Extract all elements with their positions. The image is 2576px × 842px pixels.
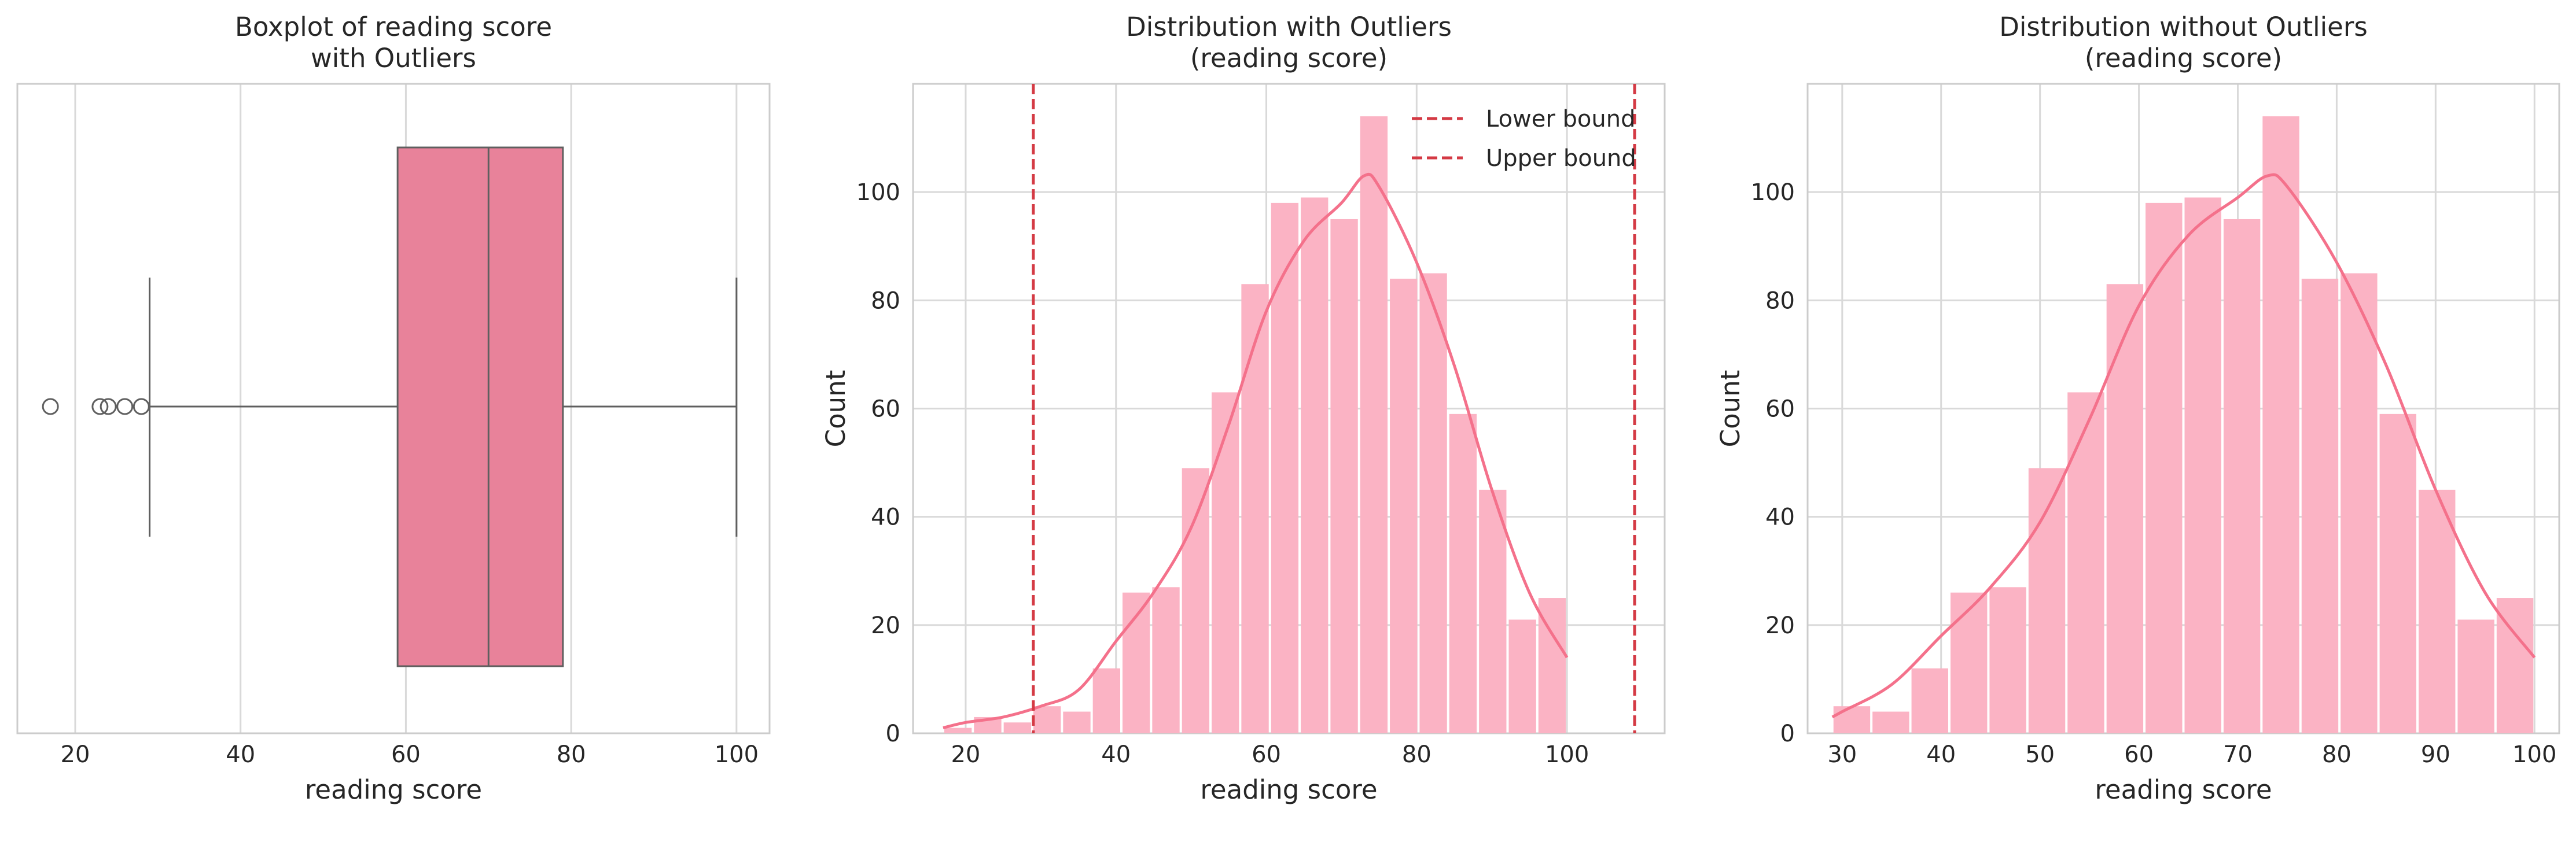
outlier-point <box>133 398 150 415</box>
legend-label-upper-bound: Upper bound <box>1486 145 1636 172</box>
y-tick-label: 60 <box>871 396 900 423</box>
x-tick-label: 100 <box>715 741 759 768</box>
y-tick-label: 80 <box>1765 287 1795 314</box>
histogram-bar <box>1330 219 1358 733</box>
y-tick-label: 0 <box>1780 721 1795 747</box>
histogram-bar <box>2146 202 2183 734</box>
histogram-bar <box>2184 197 2221 733</box>
histogram-bar <box>2457 619 2494 733</box>
y-tick-label: 100 <box>856 179 900 206</box>
histogram-bar <box>1911 668 1948 733</box>
histogram-bar <box>1271 202 1299 734</box>
y-tick-label: 40 <box>1765 504 1795 531</box>
outlier-point <box>42 398 59 415</box>
x-tick-label: 60 <box>1252 741 1281 768</box>
histogram-bar <box>1123 592 1150 733</box>
outlier-point <box>100 398 117 415</box>
y-tick-label: 40 <box>871 504 900 531</box>
histogram-bar <box>1390 278 1418 733</box>
histogram-bar <box>1419 273 1447 734</box>
histogram-bar <box>1241 284 1269 734</box>
x-tick-label: 40 <box>1101 741 1131 768</box>
x-tick-label: 40 <box>1926 741 1956 768</box>
x-tick-label: 100 <box>2512 741 2556 768</box>
histogram-bar <box>1063 711 1091 733</box>
outlier-point <box>91 398 109 415</box>
histogram-bar <box>2106 284 2144 734</box>
histogram-bar <box>1301 197 1329 733</box>
y-tick-label: 0 <box>886 721 900 747</box>
histogram-without-outliers-panel: 30 40 50 60 70 80 90 100 reading score 0 20 40 60 80 1… <box>1715 12 2560 805</box>
chart-title: (reading score) <box>1190 43 1388 73</box>
histogram-bar <box>1479 489 1507 733</box>
outlier-point <box>116 398 134 415</box>
x-tick-label: 80 <box>1402 741 1431 768</box>
histogram-bar <box>944 727 972 733</box>
y-tick-label: 80 <box>871 287 900 314</box>
histogram-bar <box>2067 392 2104 733</box>
x-tick-label: 30 <box>1827 741 1857 768</box>
x-tick-label: 60 <box>2124 741 2154 768</box>
histogram-bar <box>1950 592 1988 733</box>
histogram-bar <box>1182 468 1210 733</box>
histogram-bar <box>1003 722 1031 733</box>
x-tick-label: 20 <box>61 741 90 768</box>
histogram-bar <box>1833 706 1871 733</box>
legend-label-lower-bound: Lower bound <box>1486 106 1636 132</box>
y-axis-label: Count <box>1715 370 1746 448</box>
histogram-bar <box>2419 489 2456 733</box>
kde-curve <box>1831 173 2536 719</box>
histogram-bar <box>2379 413 2417 733</box>
x-axis-label: reading score <box>1200 774 1377 805</box>
kde-curve <box>943 172 1569 730</box>
x-tick-label: 60 <box>391 741 421 768</box>
histogram-bar <box>2262 116 2299 733</box>
x-tick-label: 20 <box>951 741 980 768</box>
chart-title: Distribution without Outliers <box>1999 12 2368 42</box>
x-axis-label: reading score <box>2095 774 2272 805</box>
plot-frame <box>16 83 771 734</box>
plot-frame <box>1806 83 2560 734</box>
chart-title: with Outliers <box>311 43 476 73</box>
histogram-bar <box>1872 711 1909 733</box>
chart-title: (reading score) <box>2085 43 2282 73</box>
x-tick-label: 100 <box>1545 741 1589 768</box>
y-tick-label: 100 <box>1751 179 1795 206</box>
histogram-bar <box>1360 116 1388 733</box>
x-tick-label: 70 <box>2223 741 2253 768</box>
histogram-bar <box>1989 587 2026 733</box>
histogram-bar <box>1212 392 1239 733</box>
y-tick-label: 20 <box>1765 612 1795 639</box>
histogram-bar <box>1033 706 1061 733</box>
y-axis-label: Count <box>820 370 851 448</box>
histogram-bar <box>1152 587 1180 733</box>
y-tick-label: 20 <box>871 612 900 639</box>
y-tick-label: 60 <box>1765 396 1795 423</box>
chart-title: Boxplot of reading score <box>235 12 552 42</box>
iqr-box <box>396 146 564 667</box>
x-axis-label: reading score <box>305 774 482 805</box>
histogram-bar <box>1092 668 1121 733</box>
histogram-bar <box>2223 219 2261 733</box>
x-tick-label: 80 <box>2322 741 2351 768</box>
x-tick-label: 50 <box>2025 741 2055 768</box>
histogram-bar <box>1449 413 1477 733</box>
histogram-with-outliers-panel: 20 40 60 80 100 reading score 0 20 40 60 80 100 Coun… <box>820 12 1666 805</box>
chart-title: Distribution with Outliers <box>1126 12 1452 42</box>
histogram-bar <box>2341 273 2378 734</box>
boxplot-panel: 20 40 60 80 100 reading score Boxplot of readi… <box>16 12 771 805</box>
x-tick-label: 80 <box>557 741 586 768</box>
x-tick-label: 40 <box>226 741 255 768</box>
histogram-bar <box>2301 278 2339 733</box>
histogram-bar <box>1508 619 1536 733</box>
x-tick-label: 90 <box>2421 741 2450 768</box>
